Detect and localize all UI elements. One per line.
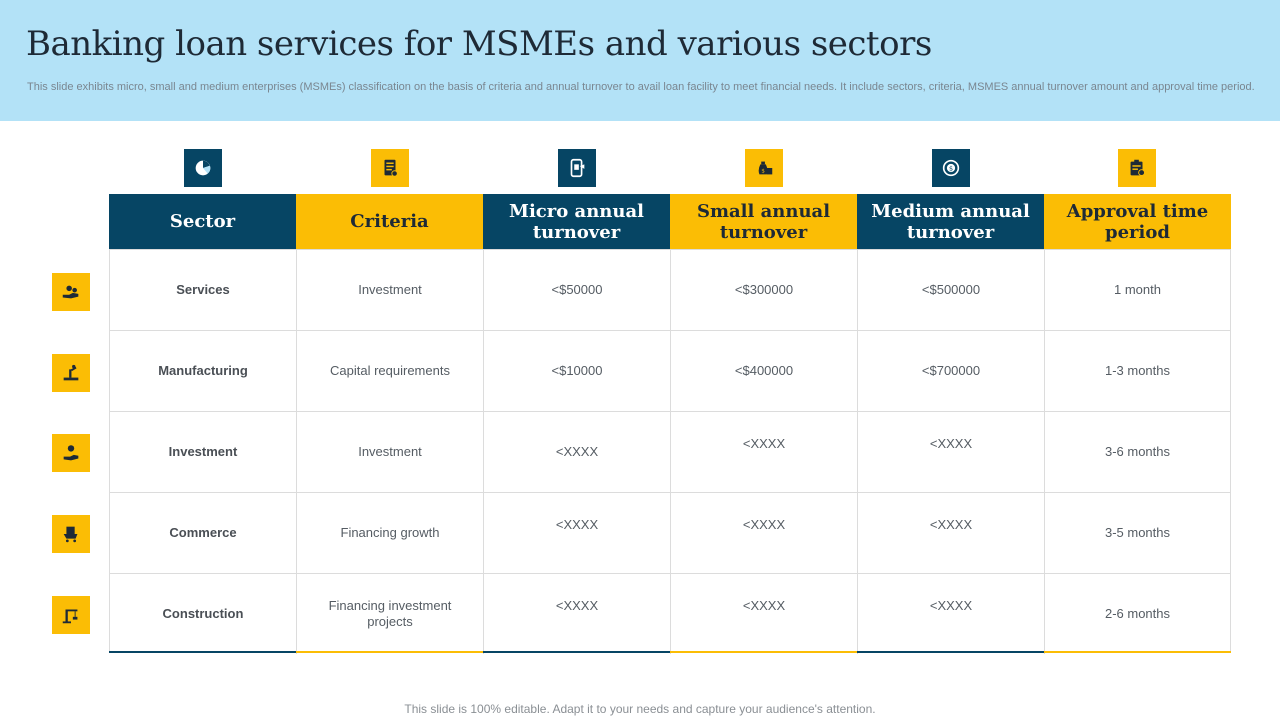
table-row: Commerce Financing growth <XXXX <XXXX <X…: [110, 492, 1230, 573]
bottom-accent-line: [109, 651, 296, 653]
page-title: Banking loan services for MSMEs and vari…: [26, 24, 932, 64]
bottom-accent-line: [1044, 651, 1231, 653]
cell-micro: <XXXX: [484, 493, 671, 573]
cell-micro: <$50000: [484, 250, 671, 330]
bottom-accent-line: [857, 651, 1044, 653]
cell-approval: 3-6 months: [1104, 444, 1171, 459]
cell-approval: 1-3 months: [1104, 363, 1171, 378]
header-small-turnover: Small annual turnover: [670, 194, 857, 249]
header-approval-period: Approval time period: [1044, 194, 1231, 249]
cell-sector: Services: [110, 250, 297, 330]
table-body: Services Investment <$50000 <$300000 <$5…: [109, 249, 1231, 654]
factory-robot-icon: [52, 354, 90, 392]
mobile-payment-icon: [558, 149, 596, 187]
checklist-icon: [371, 149, 409, 187]
cell-medium: <$700000: [858, 331, 1045, 411]
cell-medium: <XXXX: [858, 412, 1045, 492]
header-criteria: Criteria: [296, 194, 483, 249]
cell-small: <XXXX: [671, 574, 858, 654]
table-row: Services Investment <$50000 <$300000 <$5…: [110, 249, 1230, 330]
cell-criteria: Investment: [297, 412, 484, 492]
cell-criteria: Investment: [297, 250, 484, 330]
bottom-accent-line: [483, 651, 670, 653]
cell-sector: Construction: [110, 574, 297, 654]
cell-micro: <XXXX: [484, 574, 671, 654]
header-sector: Sector: [109, 194, 296, 249]
cell-small: <$300000: [671, 250, 858, 330]
cell-approval: 2-6 months: [1104, 606, 1171, 621]
investor-hand-icon: [52, 434, 90, 472]
table-row: Investment Investment <XXXX <XXXX <XXXX …: [110, 411, 1230, 492]
cell-medium: <XXXX: [858, 574, 1045, 654]
cell-sector: Manufacturing: [110, 331, 297, 411]
svg-text:$: $: [949, 164, 953, 172]
table-row: Construction Financing investment projec…: [110, 573, 1230, 654]
cell-sector: Commerce: [110, 493, 297, 573]
header-banner: Banking loan services for MSMEs and vari…: [0, 0, 1280, 121]
cell-approval: 1 month: [1114, 282, 1161, 297]
cell-small: <XXXX: [671, 493, 858, 573]
header-medium-turnover: Medium annual turnover: [857, 194, 1044, 249]
cell-micro: <XXXX: [484, 412, 671, 492]
page-subtitle: This slide exhibits micro, small and med…: [27, 81, 1255, 93]
bottom-accent-line: [670, 651, 857, 653]
cell-small: <$400000: [671, 331, 858, 411]
cell-micro: <$10000: [484, 331, 671, 411]
table-row: Manufacturing Capital requirements <$100…: [110, 330, 1230, 411]
footer-note: This slide is 100% editable. Adapt it to…: [404, 702, 876, 716]
dollar-cycle-icon: $: [932, 149, 970, 187]
header-micro-turnover: Micro annual turnover: [483, 194, 670, 249]
pie-chart-icon: [184, 149, 222, 187]
cell-criteria: Capital requirements: [297, 331, 484, 411]
cell-criteria: Financing investment projects: [297, 574, 484, 654]
bottom-accent-line: [296, 651, 483, 653]
loan-services-table: Sector Criteria Micro annual turnover Sm…: [109, 194, 1231, 654]
cell-medium: <$500000: [858, 250, 1045, 330]
shopping-cart-icon: [52, 515, 90, 553]
cell-criteria: Financing growth: [297, 493, 484, 573]
clipboard-icon: [1118, 149, 1156, 187]
cell-medium: <XXXX: [858, 493, 1045, 573]
svg-text:$: $: [761, 169, 765, 175]
hand-gears-icon: [52, 273, 90, 311]
money-bag-icon: $: [745, 149, 783, 187]
cell-approval: 3-5 months: [1104, 525, 1171, 540]
crane-icon: [52, 596, 90, 634]
cell-small: <XXXX: [671, 412, 858, 492]
cell-sector: Investment: [110, 412, 297, 492]
